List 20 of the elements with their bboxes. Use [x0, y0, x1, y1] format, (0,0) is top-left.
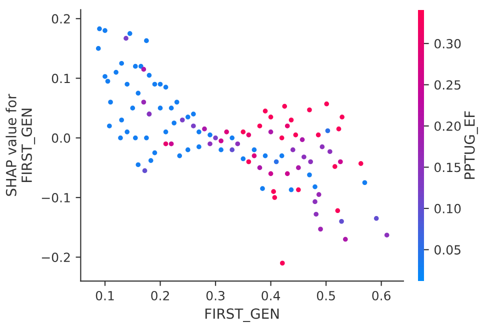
- color-bar-label: 0.05: [434, 245, 460, 255]
- y-tick-label: 0.0: [52, 133, 70, 143]
- y-tick-label: −0.1: [42, 193, 70, 202]
- color-bar-label: 0.10: [434, 204, 461, 214]
- color-bar-title: PPTUG_EF: [464, 111, 478, 179]
- y-tick-label: 0.1: [52, 74, 70, 84]
- y-tick-label: 0.2: [52, 14, 70, 24]
- x-axis-title: FIRST_GEN: [205, 308, 279, 322]
- color-bar-label: 0.30: [434, 38, 461, 48]
- color-bar-label: 0.20: [434, 121, 461, 131]
- x-tick-label: 0.3: [206, 290, 224, 300]
- x-tick-label: 0.2: [151, 290, 169, 300]
- x-tick-label: 0.4: [262, 290, 280, 300]
- y-tick-label: −0.2: [42, 252, 70, 262]
- y-axis-title: SHAP value for FIRST_GEN: [6, 94, 36, 196]
- color-bar-label: 0.25: [434, 80, 460, 90]
- x-tick-label: 0.5: [316, 290, 335, 300]
- color-bar-label: 0.15: [434, 162, 460, 172]
- x-tick-label: 0.1: [96, 290, 114, 300]
- x-tick-label: 0.6: [372, 290, 390, 300]
